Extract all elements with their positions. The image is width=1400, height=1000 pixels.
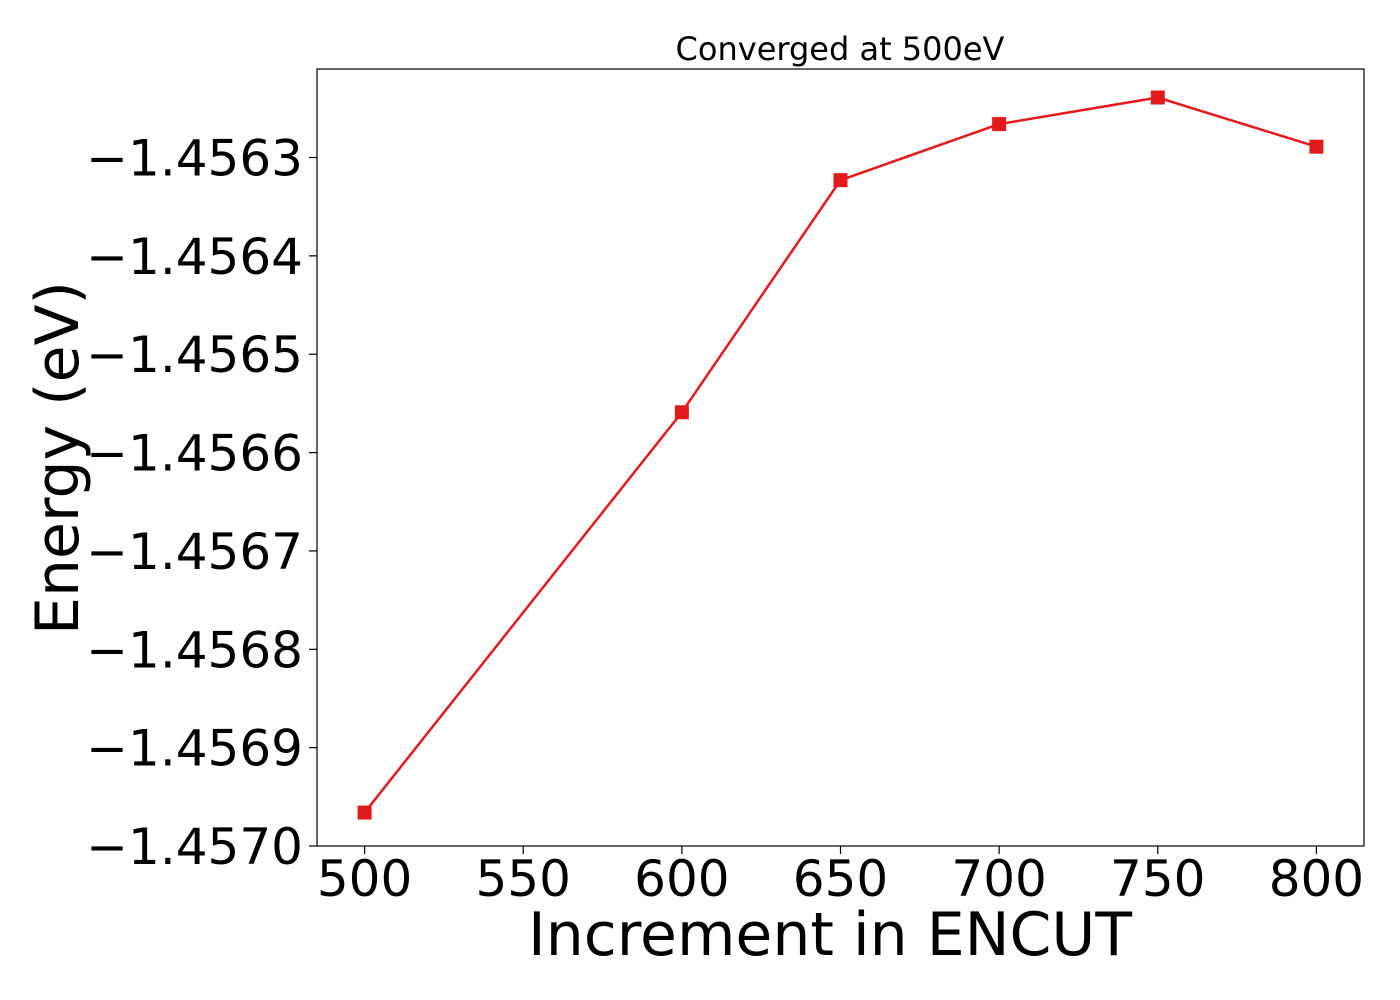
chart-title: Converged at 500eV bbox=[676, 30, 1005, 68]
x-tick-label: 650 bbox=[793, 850, 888, 908]
x-axis-label: Increment in ENCUT bbox=[528, 900, 1132, 970]
x-axis-ticks: 500 550 600 650 700 750 800 bbox=[317, 846, 1364, 908]
data-point-marker bbox=[674, 405, 689, 420]
x-tick-label: 800 bbox=[1269, 850, 1364, 908]
y-tick-label: −1.4565 bbox=[86, 326, 303, 384]
data-point-marker bbox=[357, 805, 372, 820]
y-tick-label: −1.4570 bbox=[86, 818, 303, 876]
y-tick-label: −1.4567 bbox=[86, 523, 303, 581]
x-tick-label: 600 bbox=[634, 850, 729, 908]
series-layer bbox=[357, 90, 1324, 820]
x-tick-label: 700 bbox=[951, 850, 1046, 908]
y-axis-label: Energy (eV) bbox=[23, 281, 93, 635]
x-tick-label: 500 bbox=[317, 850, 412, 908]
x-tick-label: 550 bbox=[476, 850, 571, 908]
y-tick-label: −1.4566 bbox=[86, 425, 303, 483]
y-axis-ticks: −1.4570 −1.4569 −1.4568 −1.4567 −1.4566 −1.45… bbox=[86, 130, 317, 876]
data-point-marker bbox=[1309, 139, 1324, 154]
y-tick-label: −1.4568 bbox=[86, 621, 303, 679]
x-tick-label: 750 bbox=[1110, 850, 1205, 908]
data-point-marker bbox=[1150, 90, 1165, 105]
y-tick-label: −1.4563 bbox=[86, 130, 303, 188]
y-tick-label: −1.4564 bbox=[86, 228, 303, 286]
data-point-marker bbox=[833, 173, 848, 188]
series-line bbox=[363, 96, 1317, 814]
y-tick-label: −1.4569 bbox=[86, 720, 303, 778]
data-point-marker bbox=[992, 117, 1007, 132]
